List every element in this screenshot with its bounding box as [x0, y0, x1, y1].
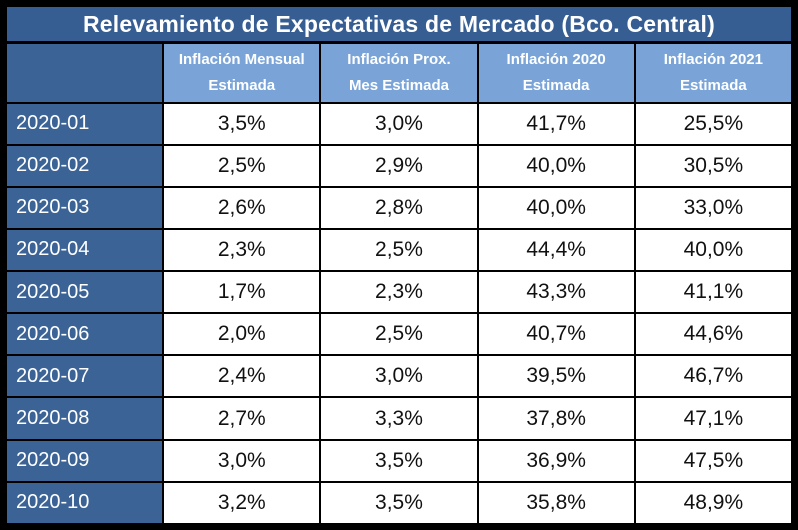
row-label-cell: 2020-01: [4, 101, 165, 146]
row-label-cell: 2020-07: [4, 354, 165, 399]
column-header-inflacion-2021: Inflación 2021 Estimada: [633, 41, 794, 104]
data-cell: 47,1%: [633, 396, 794, 441]
table-row: 2020-03 2,6% 2,8% 40,0% 33,0%: [4, 185, 794, 230]
data-cell: 30,5%: [633, 143, 794, 188]
data-cell: 46,7%: [633, 354, 794, 399]
table-row: 2020-08 2,7% 3,3% 37,8% 47,1%: [4, 396, 794, 441]
data-cell: 43,3%: [476, 270, 636, 315]
data-cell: 40,7%: [476, 312, 636, 357]
column-header-row: Inflación Mensual Estimada Inflación Pro…: [4, 41, 794, 104]
data-cell: 2,5%: [319, 227, 479, 273]
table-row: 2020-04 2,3% 2,5% 44,4% 40,0%: [4, 227, 794, 273]
expectations-table: Relevamiento de Expectativas de Mercado …: [4, 5, 794, 526]
row-label-cell: 2020-10: [4, 480, 165, 526]
table-row: 2020-09 3,0% 3,5% 36,9% 47,5%: [4, 438, 794, 483]
table-head: Relevamiento de Expectativas de Mercado …: [4, 5, 794, 104]
column-header-inflacion-prox-mes: Inflación Prox. Mes Estimada: [319, 41, 479, 104]
data-cell: 40,0%: [476, 185, 636, 230]
table-row: 2020-05 1,7% 2,3% 43,3% 41,1%: [4, 270, 794, 315]
data-cell: 3,0%: [319, 101, 479, 146]
data-cell: 3,2%: [162, 480, 322, 526]
data-cell: 40,0%: [633, 227, 794, 273]
table-row: 2020-10 3,2% 3,5% 35,8% 48,9%: [4, 480, 794, 526]
row-label-cell: 2020-06: [4, 312, 165, 357]
row-label-cell: 2020-09: [4, 438, 165, 483]
data-cell: 1,7%: [162, 270, 322, 315]
data-cell: 47,5%: [633, 438, 794, 483]
title-row: Relevamiento de Expectativas de Mercado …: [5, 5, 793, 44]
data-cell: 2,3%: [319, 270, 479, 315]
data-cell: 3,5%: [319, 480, 479, 526]
table-row: 2020-01 3,5% 3,0% 41,7% 25,5%: [4, 101, 794, 146]
row-label-cell: 2020-08: [4, 396, 165, 441]
row-label-cell: 2020-05: [4, 270, 165, 315]
data-cell: 40,0%: [476, 143, 636, 188]
data-cell: 2,5%: [162, 143, 322, 188]
table-row: 2020-06 2,0% 2,5% 40,7% 44,6%: [4, 312, 794, 357]
data-cell: 41,1%: [633, 270, 794, 315]
data-cell: 48,9%: [633, 480, 794, 526]
data-cell: 3,5%: [162, 101, 322, 146]
table-row: 2020-07 2,4% 3,0% 39,5% 46,7%: [4, 354, 794, 399]
data-cell: 33,0%: [633, 185, 794, 230]
data-cell: 44,6%: [633, 312, 794, 357]
data-cell: 2,3%: [162, 227, 322, 273]
data-cell: 3,0%: [162, 438, 322, 483]
data-cell: 39,5%: [476, 354, 636, 399]
data-cell: 3,0%: [319, 354, 479, 399]
data-cell: 2,8%: [319, 185, 479, 230]
data-cell: 2,5%: [319, 312, 479, 357]
data-cell: 2,4%: [162, 354, 322, 399]
data-cell: 44,4%: [476, 227, 636, 273]
row-label-cell: 2020-04: [4, 227, 165, 273]
table-row: 2020-02 2,5% 2,9% 40,0% 30,5%: [4, 143, 794, 188]
data-cell: 3,3%: [319, 396, 479, 441]
data-cell: 35,8%: [476, 480, 636, 526]
data-cell: 2,0%: [162, 312, 322, 357]
column-header-inflacion-2020: Inflación 2020 Estimada: [476, 41, 636, 104]
table-title: Relevamiento de Expectativas de Mercado …: [5, 5, 793, 44]
row-label-cell: 2020-03: [4, 185, 165, 230]
table-body: 2020-01 3,5% 3,0% 41,7% 25,5% 2020-02 2,5% 2,9%…: [4, 101, 794, 526]
data-cell: 37,8%: [476, 396, 636, 441]
data-cell: 2,6%: [162, 185, 322, 230]
data-cell: 2,7%: [162, 396, 322, 441]
data-cell: 25,5%: [633, 101, 794, 146]
data-cell: 41,7%: [476, 101, 636, 146]
data-cell: 2,9%: [319, 143, 479, 188]
row-label-cell: 2020-02: [4, 143, 165, 188]
data-cell: 36,9%: [476, 438, 636, 483]
column-header-inflacion-mensual: Inflación Mensual Estimada: [162, 41, 322, 104]
corner-blank-cell: [4, 41, 165, 104]
data-cell: 3,5%: [319, 438, 479, 483]
